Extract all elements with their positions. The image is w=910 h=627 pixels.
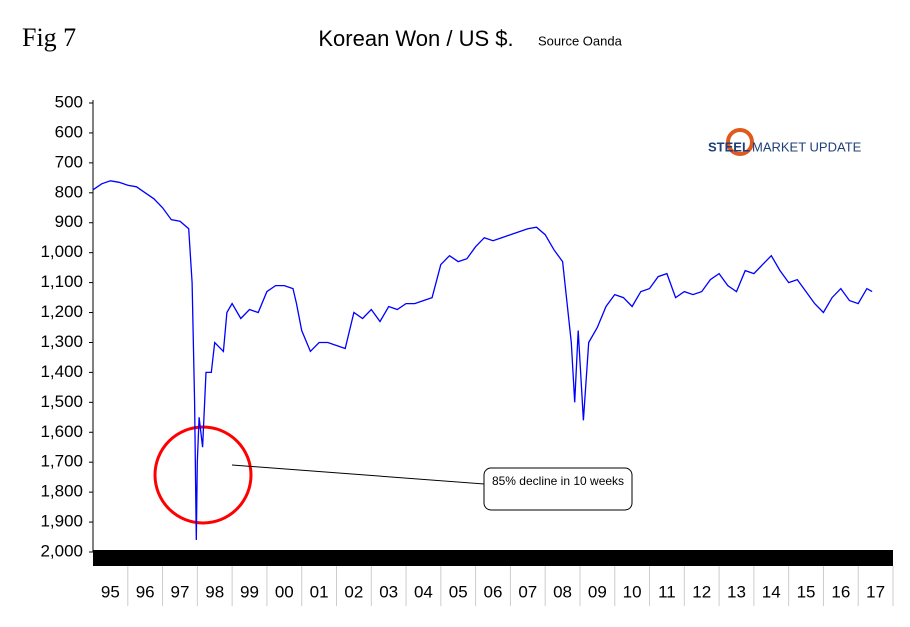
callout: 85% decline in 10 weeks <box>491 474 625 488</box>
x-tick-label: 16 <box>831 582 850 601</box>
callout-pointer <box>231 464 485 485</box>
logo: STEEL MARKET UPDATE <box>708 128 862 156</box>
y-tick-label: 1,900 <box>40 512 83 531</box>
x-tick-label: 96 <box>136 582 155 601</box>
x-tick-label: 01 <box>310 582 329 601</box>
y-tick-label: 1,100 <box>40 272 83 291</box>
x-tick-label: 98 <box>205 582 224 601</box>
y-tick-label: 700 <box>55 152 83 171</box>
y-tick-label: 800 <box>55 182 83 201</box>
x-tick-label: 07 <box>518 582 537 601</box>
x-tick-label: 00 <box>275 582 294 601</box>
y-tick-label: 1,300 <box>40 332 83 351</box>
x-tick-label: 03 <box>379 582 398 601</box>
x-tick-label: 14 <box>762 582 781 601</box>
x-tick-label: 13 <box>727 582 746 601</box>
y-tick-label: 500 <box>55 92 83 111</box>
x-tick-label: 10 <box>623 582 642 601</box>
y-tick-label: 2,000 <box>40 541 83 560</box>
x-tick-label: 95 <box>101 582 120 601</box>
x-tick-label: 02 <box>344 582 363 601</box>
logo-text: MARKET UPDATE <box>752 139 862 154</box>
x-tick-label: 99 <box>240 582 259 601</box>
x-tick-label: 12 <box>692 582 711 601</box>
x-tick-label: 05 <box>449 582 468 601</box>
data-line <box>92 180 873 541</box>
x-tick-label: 15 <box>797 582 816 601</box>
x-tick-label: 06 <box>484 582 503 601</box>
annotation: 85% decline in 10 weeks <box>491 474 625 488</box>
chart-title: Korean Won / US $. <box>318 26 513 51</box>
y-tick-label: 1,600 <box>40 422 83 441</box>
x-tick-label: 04 <box>414 582 433 601</box>
y-tick-label: 1,200 <box>40 302 83 321</box>
fig-label: Fig 7 <box>22 23 76 52</box>
x-tick-label: 97 <box>170 582 189 601</box>
x-tick-label: 11 <box>658 582 676 601</box>
y-tick-label: 1,000 <box>40 242 83 261</box>
x-tick-label: 17 <box>866 582 885 601</box>
y-tick-label: 1,500 <box>40 392 83 411</box>
y-tick-label: 600 <box>55 122 83 141</box>
y-tick-label: 1,400 <box>40 362 83 381</box>
x-band <box>93 550 893 566</box>
y-tick-label: 1,800 <box>40 482 83 501</box>
y-tick-label: 1,700 <box>40 452 83 471</box>
callout-box <box>483 467 633 511</box>
logo-text: STEEL <box>708 139 750 154</box>
x-tick-label: 09 <box>588 582 607 601</box>
chart-subtitle: Source Oanda <box>538 33 623 48</box>
logo-mark <box>726 128 754 156</box>
y-tick-label: 900 <box>55 212 83 231</box>
x-tick-label: 08 <box>553 582 572 601</box>
